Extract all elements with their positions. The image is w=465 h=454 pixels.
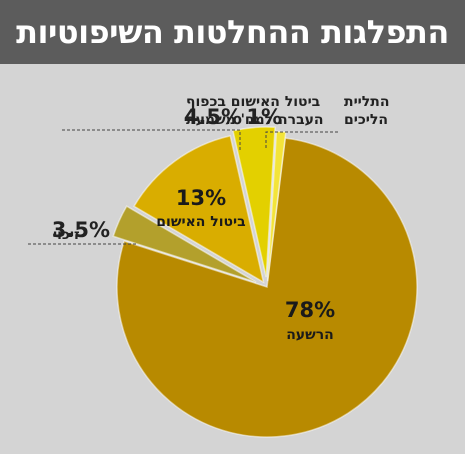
data-label: 3.5% (52, 218, 110, 242)
leader-lines (28, 129, 340, 245)
category-label: זיכוי (53, 227, 80, 243)
pie-slices (112, 126, 418, 438)
chart-title: התפלגות ההחלטות השיפוטיות (16, 13, 449, 51)
slice-labels: 78% הרשעה 13% ביטול האישום 3.5%זיכוי 4.5%ביטו… (52, 94, 390, 343)
category-label: הרשעה (286, 327, 334, 343)
pie-slice (116, 137, 418, 438)
category-label: ביטול האישום בכפוף (186, 94, 320, 110)
pie-slice (112, 205, 257, 283)
pie-slice (133, 134, 265, 284)
category-label: הליכים (344, 112, 388, 128)
leader-line (265, 131, 340, 148)
category-label: ביטול האישום (156, 214, 245, 230)
pie-slice (232, 126, 276, 278)
category-label: העברה למח' משמעת (186, 112, 324, 128)
title-bar: התפלגות ההחלטות השיפוטיות (0, 0, 465, 64)
data-label: 13% (176, 186, 226, 210)
category-label: התליית (344, 94, 389, 110)
data-label: 1% (246, 105, 282, 129)
leader-line (62, 129, 241, 150)
data-label: 4.5% (184, 105, 242, 129)
data-label: 78% (285, 298, 335, 322)
